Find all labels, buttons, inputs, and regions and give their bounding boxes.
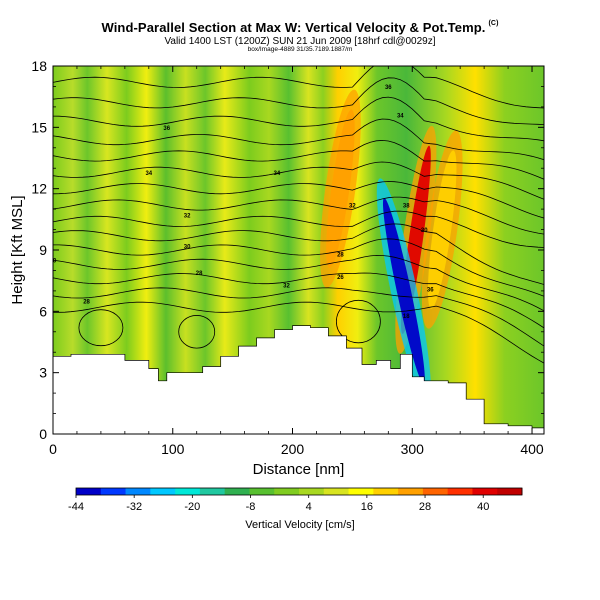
colorbar-swatch [323,488,350,495]
contour-label: 30 [50,259,57,265]
contour-label: 30 [184,244,191,250]
chart-title: Wind-Parallel Section at Max W: Vertical… [101,20,499,35]
colorbar-swatch [224,488,250,495]
colorbar-tick-label: 40 [477,501,489,513]
x-tick-label: 400 [520,441,544,457]
colorbar-tick-label: 28 [419,501,431,513]
valid-time-line: Valid 1400 LST (1200Z) SUN 21 Jun 2009 [… [164,36,436,47]
y-tick-label: 6 [39,303,47,319]
downdraft-cell [382,197,425,384]
theta-contour [53,181,544,219]
x-tick-label: 300 [401,441,425,457]
theta-contour [53,301,544,364]
colorbar-swatch [373,488,399,495]
contour-label: 18 [403,314,410,320]
colorbar-label: Vertical Velocity [cm/s] [245,519,354,531]
y-tick-label: 3 [39,365,47,381]
contour-label: 28 [337,253,344,259]
y-tick-label: 15 [31,119,47,135]
theta-contour [53,96,544,142]
x-tick-label: 100 [161,441,185,457]
colorbar-swatch [150,488,176,495]
theta-contour [53,196,544,235]
contour-label: 36 [427,287,434,293]
contour-label: 32 [349,204,356,210]
colorbar-tick-label: -20 [184,501,200,513]
x-tick-label: 200 [281,441,305,457]
theta-contour [53,66,544,109]
colorbar-tick-label: 16 [361,501,373,513]
x-tick-label: 0 [49,441,57,457]
colorbar-swatch [472,488,498,495]
contour-label: 28 [83,300,90,306]
theta-contour [53,139,544,180]
theta-contour [53,287,544,347]
colorbar-swatch [249,488,275,495]
contour-label: 26 [337,275,344,281]
contour-label: 30 [421,228,428,234]
bbox-line: box/Image-4889 31/35.7189.1887/m [247,46,353,53]
contour-label: 34 [145,171,152,177]
contour-label: 38 [403,204,410,210]
theta-contour [53,272,544,329]
theta-contour [53,161,544,200]
terrain [53,325,544,434]
contour-label: 32 [184,214,191,220]
theta-contour [53,223,544,285]
colorbar-tick-label: -44 [68,501,84,513]
theta-contour [53,238,544,297]
x-axis-label: Distance [nm] [253,461,345,478]
colorbar-swatch [274,488,300,495]
colorbar-swatch [398,488,424,495]
contour-label: 34 [274,171,281,177]
colorbar-tick-label: 4 [306,501,312,513]
y-tick-label: 18 [31,58,47,74]
colorbar-swatch [125,488,151,495]
theta-contour-closed [178,315,216,349]
updraft-cell [326,109,355,268]
updraft-cell [427,150,457,309]
contour-label: 36 [385,85,392,91]
colorbar-swatch [447,488,473,495]
colorbar-swatch [422,488,449,495]
y-axis-label: Height [Kft MSL] [9,195,26,304]
y-tick-label: 0 [39,426,47,442]
colorbar-tick-label: -8 [246,501,256,513]
colorbar-swatch [497,488,523,495]
colorbar-swatch [199,488,226,495]
theta-contour-closed [78,309,124,347]
contour-label: 30 [35,234,42,240]
colorbar-frame [75,487,523,496]
contour-label: 28 [196,271,203,277]
colorbar-swatch [100,488,127,495]
contour-label: 32 [283,283,290,289]
colorbar-tick-label: -32 [126,501,142,513]
y-tick-label: 12 [31,181,47,197]
contour-label: 36 [163,126,170,132]
colorbar-swatch [76,488,102,495]
theta-contour [53,210,544,248]
theta-contour-closed [335,299,381,344]
colorbar-swatch [175,488,201,495]
colorbar-swatch [348,488,374,495]
theta-contour [53,118,544,161]
colorbar-swatch [299,488,325,495]
contour-label: 34 [397,114,404,120]
y-tick-label: 9 [39,242,47,258]
theta-contour [53,77,544,126]
theta-contour [53,254,544,312]
